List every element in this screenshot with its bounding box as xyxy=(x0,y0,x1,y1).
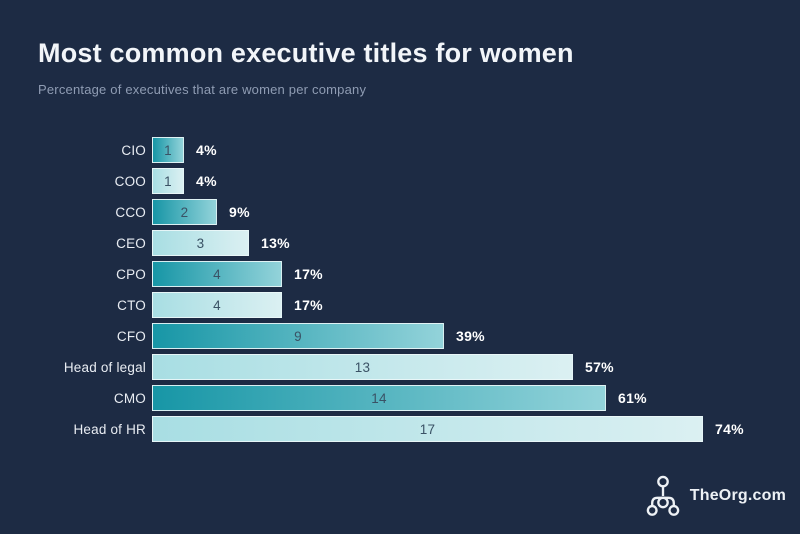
category-label: CPO xyxy=(116,266,146,282)
bar-row: Head of HR 17 74% xyxy=(40,416,780,442)
bar-count-value: 2 xyxy=(180,204,189,220)
bar-count-value: 17 xyxy=(419,421,436,437)
category-label: COO xyxy=(114,173,146,189)
bar-count-value: 13 xyxy=(354,359,371,375)
bar-row: CIO 1 4% xyxy=(40,137,780,163)
percent-label: 9% xyxy=(229,204,250,220)
bar: 1 xyxy=(152,168,184,194)
bar-row: Head of legal 13 57% xyxy=(40,354,780,380)
category-label: CTO xyxy=(117,297,146,313)
percent-label: 57% xyxy=(585,359,614,375)
bar: 1 xyxy=(152,137,184,163)
percent-label: 74% xyxy=(715,421,744,437)
bar-count-value: 4 xyxy=(213,266,221,282)
bar-count-value: 9 xyxy=(294,328,302,344)
category-label: CFO xyxy=(116,328,146,344)
category-label: CIO xyxy=(121,142,146,158)
bar-row: COO 1 4% xyxy=(40,168,780,194)
chart-header: Most common executive titles for women P… xyxy=(38,38,574,97)
bar: 4 xyxy=(152,261,282,287)
bar-chart: CIO 1 4% COO 1 4% CCO 2 9% CEO 3 13% CPO… xyxy=(40,137,780,447)
category-label: Head of legal xyxy=(63,359,146,375)
bar-row: CFO 9 39% xyxy=(40,323,780,349)
org-chart-icon xyxy=(646,475,680,516)
category-label: CEO xyxy=(116,235,146,251)
bar-row: CMO 14 61% xyxy=(40,385,780,411)
category-label: Head of HR xyxy=(73,421,146,437)
bar-count-value: 3 xyxy=(196,235,205,251)
bar: 14 xyxy=(152,385,606,411)
bar-count-value: 1 xyxy=(164,173,172,189)
bar-count-value: 1 xyxy=(164,142,172,158)
percent-label: 4% xyxy=(196,142,217,158)
bar-count-value: 14 xyxy=(371,390,387,406)
bar-row: CEO 3 13% xyxy=(40,230,780,256)
percent-label: 17% xyxy=(294,297,323,313)
bar-row: CCO 2 9% xyxy=(40,199,780,225)
bar-count-value: 4 xyxy=(213,297,221,313)
bar: 4 xyxy=(152,292,282,318)
bar: 2 xyxy=(152,199,217,225)
bar: 9 xyxy=(152,323,444,349)
bar: 3 xyxy=(152,230,249,256)
percent-label: 4% xyxy=(196,173,217,189)
page-title: Most common executive titles for women xyxy=(38,38,574,68)
category-label: CCO xyxy=(115,204,146,220)
category-label: CMO xyxy=(113,390,146,406)
percent-label: 39% xyxy=(456,328,485,344)
page-subtitle: Percentage of executives that are women … xyxy=(38,82,367,97)
bar: 13 xyxy=(152,354,573,380)
brand-footer: TheOrg.com xyxy=(645,474,786,518)
bar-row: CTO 4 17% xyxy=(40,292,780,318)
percent-label: 61% xyxy=(618,390,647,406)
percent-label: 17% xyxy=(294,266,323,282)
bar-row: CPO 4 17% xyxy=(40,261,780,287)
percent-label: 13% xyxy=(261,235,290,251)
brand-name: TheOrg.com xyxy=(689,487,786,504)
bar: 17 xyxy=(152,416,703,442)
